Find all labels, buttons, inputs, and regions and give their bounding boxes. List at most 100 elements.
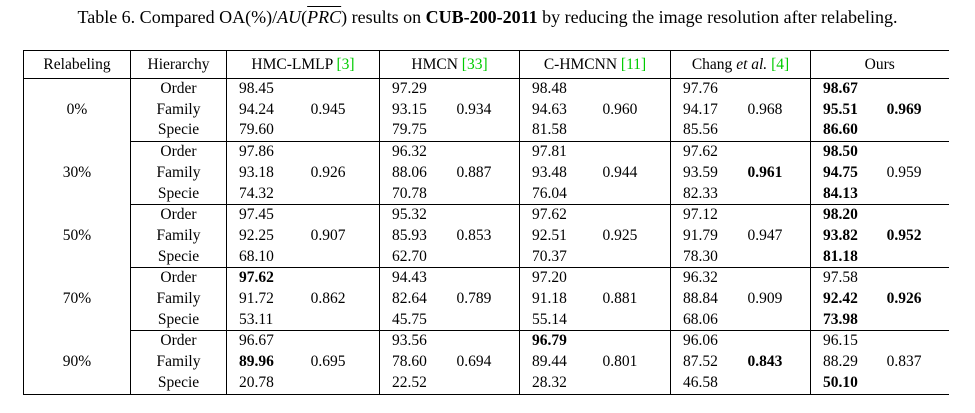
oa-au-wrap: 81.18 xyxy=(811,247,949,268)
table-caption: Table 6. Compared OA(%)/AU(PRC) results … xyxy=(0,7,975,28)
oa-au-wrap: 79.75 xyxy=(380,120,519,141)
table-row: Family 91.72 0.862 82.64 0.789 91.18 0.881 88.8… xyxy=(24,289,949,310)
caption-au: AU xyxy=(277,7,302,27)
oa-value: 46.58 xyxy=(683,373,718,391)
oa-au-wrap: 50.10 xyxy=(811,373,949,394)
oa-value: 94.17 xyxy=(683,100,718,118)
oa-value: 94.43 xyxy=(392,269,427,287)
oa-au-wrap: 93.15 0.934 xyxy=(380,100,519,121)
table-row: 30% Order 97.86 96.32 97.81 97.62 98.50 xyxy=(23,141,949,205)
oa-value: 53.11 xyxy=(239,310,274,328)
result-cell: 97.81 xyxy=(519,141,671,163)
auprc-value xyxy=(747,310,810,331)
oa-value: 96.06 xyxy=(683,332,718,350)
oa-value: 87.52 xyxy=(683,353,718,371)
auprc-value xyxy=(603,373,671,394)
hierarchy-cell: Family xyxy=(130,99,227,121)
oa-au-wrap: 96.32 xyxy=(671,268,810,289)
hierarchy-cell: Specie xyxy=(130,246,227,269)
oa-value: 82.64 xyxy=(392,290,427,308)
oa-value: 91.79 xyxy=(683,226,718,244)
oa-value: 97.20 xyxy=(532,269,567,287)
auprc-value xyxy=(603,268,671,289)
auprc-value: 0.960 xyxy=(602,100,638,118)
auprc-value xyxy=(311,120,379,141)
table-row: 50% Order 97.45 95.32 97.62 97.12 98.20 xyxy=(23,204,949,268)
result-cell: 98.67 xyxy=(811,79,949,100)
oa-au-wrap: 97.58 xyxy=(811,268,949,289)
auprc-value xyxy=(887,184,949,205)
caption-close-paren: ) xyxy=(341,7,348,27)
oa-value: 92.42 xyxy=(823,290,858,308)
result-cell: 93.82 0.952 xyxy=(811,226,949,247)
result-cell: 50.10 xyxy=(810,372,949,395)
header-label: Relabeling xyxy=(43,55,111,73)
table-row: Family 89.96 0.695 78.60 0.694 89.44 0.801 87.5… xyxy=(24,352,949,373)
oa-value: 81.18 xyxy=(823,247,858,265)
header-label: Ours xyxy=(864,55,895,73)
oa-au-wrap: 74.32 xyxy=(227,184,379,205)
result-cell: 92.25 0.907 xyxy=(226,225,380,247)
oa-value: 88.06 xyxy=(392,163,427,181)
auprc-value xyxy=(887,247,949,268)
oa-value: 50.10 xyxy=(823,373,858,391)
auprc-value: 0.837 xyxy=(886,353,922,371)
auprc-value xyxy=(887,268,949,289)
header-label: Chang xyxy=(691,55,733,73)
result-cell: 55.14 xyxy=(519,309,671,332)
result-cell: 78.60 0.694 xyxy=(379,352,520,373)
hierarchy-cell: Order xyxy=(130,267,227,290)
oa-au-wrap: 92.25 0.907 xyxy=(227,226,379,247)
result-cell: 93.56 xyxy=(379,330,520,353)
citation-ref: [4] xyxy=(771,55,790,73)
result-cell: 94.75 0.959 xyxy=(811,163,949,184)
auprc-value: 0.945 xyxy=(310,100,346,118)
result-cell: 22.52 xyxy=(379,372,520,395)
auprc-value xyxy=(603,331,671,352)
oa-au-wrap: 95.51 0.969 xyxy=(811,100,949,121)
auprc-value xyxy=(311,310,379,331)
hierarchy-cell: Family xyxy=(130,162,227,184)
oa-au-wrap: 97.12 xyxy=(671,205,810,226)
result-cell: 82.64 0.789 xyxy=(379,289,520,310)
col-header-hmc-lmlp: HMC-LMLP [3] xyxy=(226,50,380,79)
result-cell: 97.62 xyxy=(519,204,671,226)
auprc-value xyxy=(603,142,671,163)
auprc-value xyxy=(456,142,519,163)
oa-au-wrap: 96.79 xyxy=(520,331,670,352)
oa-value: 96.32 xyxy=(683,269,718,287)
result-cell: 74.32 xyxy=(226,183,380,206)
oa-au-wrap: 97.76 xyxy=(671,79,810,100)
oa-au-wrap: 96.06 xyxy=(671,331,810,352)
auprc-value: 0.862 xyxy=(310,290,346,308)
table-row: 70% Order 97.62 94.43 97.20 96.32 97.58 xyxy=(23,267,949,331)
result-cell: 97.12 xyxy=(670,204,811,226)
auprc-value xyxy=(747,205,810,226)
auprc-value xyxy=(311,79,379,100)
oa-value: 86.60 xyxy=(823,121,858,139)
auprc-value: 0.959 xyxy=(886,163,922,181)
auprc-value xyxy=(747,331,810,352)
oa-au-wrap: 88.06 0.887 xyxy=(380,163,519,184)
result-cell: 73.98 xyxy=(810,309,949,332)
oa-au-wrap: 89.44 0.801 xyxy=(520,352,670,373)
oa-value: 94.75 xyxy=(823,163,858,181)
oa-value: 96.32 xyxy=(392,143,427,161)
auprc-value: 0.843 xyxy=(747,353,783,371)
oa-au-wrap: 76.04 xyxy=(520,184,670,205)
auprc-value xyxy=(456,184,519,205)
hierarchy-cell: Order xyxy=(130,204,227,226)
auprc-value: 0.961 xyxy=(747,163,783,181)
auprc-value: 0.944 xyxy=(602,163,638,181)
result-cell: 87.52 0.843 xyxy=(670,352,811,373)
result-cell: 97.45 xyxy=(226,204,380,226)
oa-value: 97.45 xyxy=(239,206,274,224)
oa-value: 97.62 xyxy=(239,269,274,287)
col-header-c-hmcnn: C-HMCNN [11] xyxy=(519,50,671,79)
oa-au-wrap: 70.78 xyxy=(380,184,519,205)
oa-value: 74.32 xyxy=(239,184,274,202)
oa-value: 98.20 xyxy=(823,206,858,224)
oa-value: 98.50 xyxy=(823,143,858,161)
auprc-value xyxy=(456,331,519,352)
